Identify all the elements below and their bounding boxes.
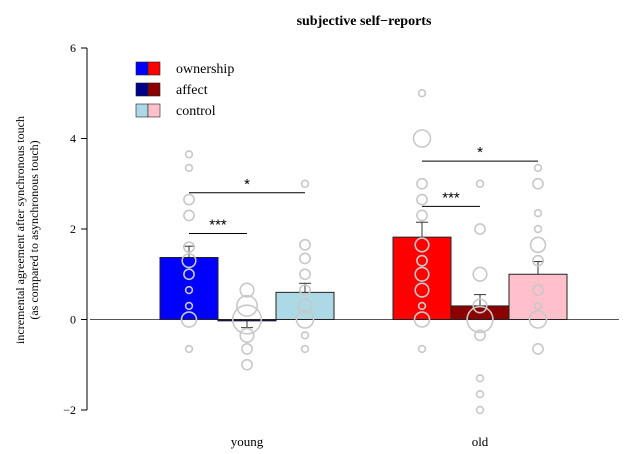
y-axis-label-line1: incremental agreement after synchronous … — [13, 116, 27, 344]
data-point — [533, 224, 543, 234]
data-point — [529, 236, 547, 254]
y-tick-label: 4 — [70, 132, 76, 146]
data-point — [532, 177, 544, 190]
data-point — [183, 209, 195, 222]
data-point — [183, 193, 195, 206]
legend-label-ownership: ownership — [176, 62, 234, 77]
data-point — [414, 266, 430, 282]
bar-young-affect — [217, 319, 277, 322]
data-point — [466, 305, 494, 334]
data-point — [472, 266, 488, 282]
y-tick-label: 6 — [70, 41, 76, 55]
data-point — [184, 163, 194, 173]
chart-title: subjective self−reports — [297, 14, 432, 29]
y-tick-label: −2 — [63, 403, 76, 417]
data-point — [532, 254, 544, 267]
data-point — [300, 179, 310, 188]
y-axis-label: incremental agreement after synchronous … — [13, 116, 41, 344]
legend: ownership affect control — [135, 61, 234, 119]
legend-swatch-control — [135, 103, 149, 118]
data-point — [412, 129, 432, 148]
data-point — [472, 298, 488, 314]
data-point — [533, 301, 543, 311]
legend-swatch-ownership — [135, 61, 149, 76]
data-point — [475, 179, 485, 188]
data-point — [183, 268, 195, 281]
data-point — [475, 374, 485, 383]
data-point — [417, 344, 427, 354]
data-point — [241, 358, 253, 371]
data-point — [300, 331, 310, 340]
data-point — [299, 284, 311, 296]
data-point — [474, 223, 486, 235]
data-point — [474, 329, 486, 342]
data-point — [299, 268, 311, 281]
y-axis-label-line2: (as compared to asynchronous touch) — [27, 140, 41, 319]
legend-swatch-control — [147, 103, 161, 118]
data-point — [413, 311, 431, 328]
data-point — [184, 301, 194, 311]
y-tick-label: 0 — [70, 313, 76, 327]
data-point — [183, 241, 195, 253]
legend-swatch-affect — [147, 82, 161, 97]
data-point — [414, 282, 430, 298]
data-point — [239, 282, 255, 298]
data-point — [417, 301, 427, 311]
data-point — [416, 177, 428, 190]
data-point — [299, 238, 311, 251]
significance-label: *** — [209, 217, 227, 234]
data-point — [231, 304, 263, 335]
data-point — [475, 405, 485, 415]
data-point — [299, 252, 311, 265]
data-point — [184, 150, 194, 159]
legend-label-control: control — [176, 104, 216, 119]
data-point — [181, 253, 197, 269]
significance-label: * — [244, 176, 250, 193]
x-group-label-young: young — [231, 434, 264, 449]
data-point — [295, 310, 315, 329]
legend-swatch-affect — [135, 82, 149, 97]
data-point — [184, 285, 194, 295]
data-point — [297, 298, 313, 314]
data-point — [416, 209, 428, 222]
data-point — [533, 163, 543, 173]
data-point — [236, 294, 259, 317]
bar-young-control — [275, 291, 335, 321]
significance-label: * — [477, 144, 483, 161]
significance-label: *** — [442, 189, 460, 206]
y-tick-label: 2 — [70, 222, 76, 236]
bar-old-ownership — [392, 236, 452, 321]
data-point — [533, 208, 543, 218]
data-point — [180, 311, 198, 328]
data-point — [184, 344, 194, 354]
data-point — [528, 310, 548, 329]
legend-label-affect: affect — [176, 83, 208, 98]
data-point — [414, 237, 430, 253]
data-point — [300, 344, 310, 354]
data-point — [475, 389, 485, 399]
data-point — [532, 284, 544, 296]
data-point — [241, 343, 253, 355]
data-point — [417, 89, 427, 98]
data-point — [239, 327, 255, 343]
x-group-label-old: old — [472, 434, 489, 449]
data-point — [532, 343, 544, 355]
data-point — [416, 254, 428, 267]
bar-old-control — [508, 273, 568, 320]
data-point — [416, 193, 428, 206]
legend-swatch-ownership — [147, 61, 161, 76]
